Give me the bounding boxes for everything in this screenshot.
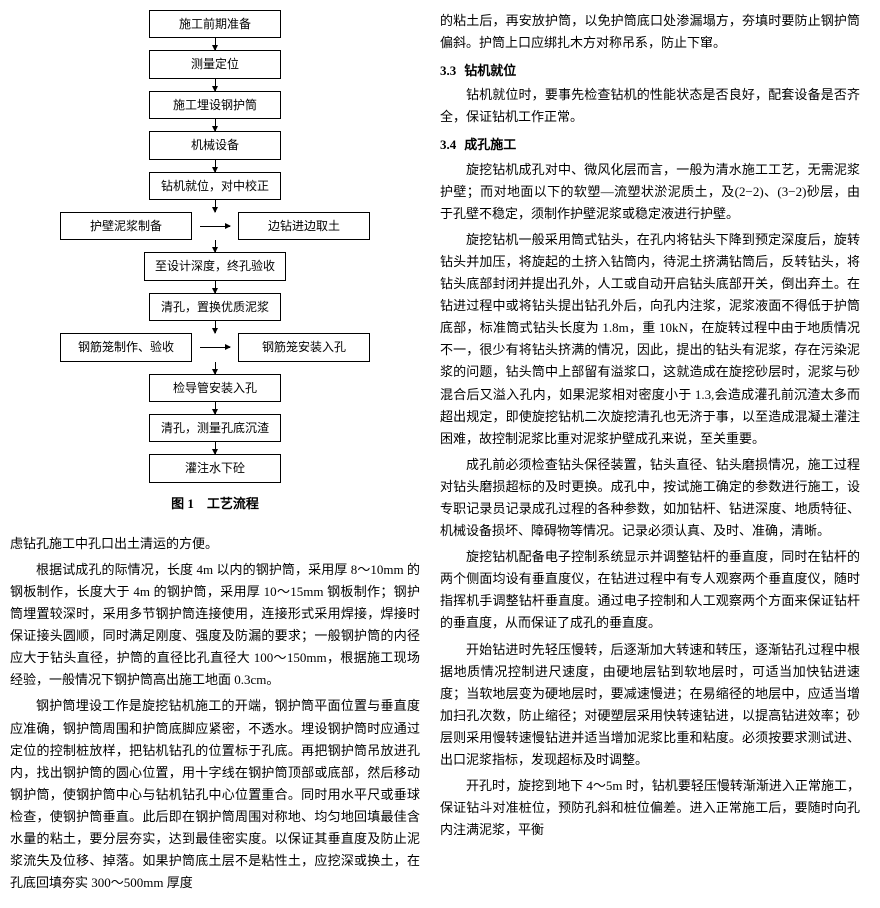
process-flowchart: 施工前期准备 测量定位 施工埋设钢护筒 机械设备 钻机就位，对中校正 护壁泥浆制… — [10, 10, 420, 483]
left-p1: 虑钻孔施工中孔口出土清运的方便。 — [10, 533, 420, 555]
section-num: 3.4 — [440, 137, 456, 152]
flow-step-5: 钻机就位，对中校正 — [149, 172, 281, 200]
right-s34-p2: 旋挖钻机一般采用筒式钻头，在孔内将钻头下降到预定深度后，旋转钻头并加压，将旋起的… — [440, 229, 860, 450]
flow-side-5-right: 边钻进边取土 — [238, 212, 370, 240]
section-label: 钻机就位 — [464, 63, 516, 78]
flow-step-10: 灌注水下砼 — [149, 454, 281, 482]
figure-caption: 图 1 工艺流程 — [10, 493, 420, 515]
flow-arrow — [215, 281, 216, 293]
flow-arrow — [215, 321, 216, 333]
right-s34-p5: 开始钻进时先轻压慢转，后逐渐加大转速和转压，逐渐钻孔过程中根据地质情况控制进尺速… — [440, 639, 860, 772]
section-3-3-title: 3.3 钻机就位 — [440, 60, 860, 82]
flow-connector — [200, 226, 230, 227]
section-3-4-title: 3.4 成孔施工 — [440, 134, 860, 156]
flow-arrow — [215, 442, 216, 454]
flow-arrow — [215, 38, 216, 50]
right-s34-p3: 成孔前必须检查钻头保径装置，钻头直径、钻头磨损情况，施工过程对钻头磨损超标的及时… — [440, 454, 860, 542]
flow-arrow — [215, 362, 216, 374]
left-p3: 钢护筒埋设工作是旋挖钻机施工的开端，钢护筒平面位置与垂直度应准确，钢护筒周围和护… — [10, 695, 420, 894]
flow-arrow — [215, 160, 216, 172]
right-s34-p6: 开孔时，旋挖到地下 4～5m 时，钻机要轻压慢转渐渐进入正常施工，保证钻斗对准桩… — [440, 775, 860, 841]
flow-step-4: 机械设备 — [149, 131, 281, 159]
flow-side-5-left: 护壁泥浆制备 — [60, 212, 192, 240]
right-s34-p1: 旋挖钻机成孔对中、微风化层而言，一般为清水施工工艺，无需泥浆护壁；而对地面以下的… — [440, 159, 860, 225]
flow-step-6: 至设计深度，终孔验收 — [144, 252, 286, 280]
right-p1: 的粘土后，再安放护筒，以免护筒底口处渗漏塌方，夯填时要防止钢护筒偏斜。护筒上口应… — [440, 10, 860, 54]
flow-arrow — [215, 240, 216, 252]
flow-side-7-right: 钢筋笼安装入孔 — [238, 333, 370, 361]
flow-step-3: 施工埋设钢护筒 — [149, 91, 281, 119]
flow-step-1: 施工前期准备 — [149, 10, 281, 38]
flow-step-2: 测量定位 — [149, 50, 281, 78]
right-s34-p4: 旋挖钻机配备电子控制系统显示并调整钻杆的垂直度，同时在钻杆的两个侧面均设有垂直度… — [440, 546, 860, 634]
flow-step-8: 检导管安装入孔 — [149, 374, 281, 402]
flow-arrow — [215, 200, 216, 212]
flow-arrow — [215, 79, 216, 91]
section-num: 3.3 — [440, 63, 456, 78]
flow-arrow — [215, 119, 216, 131]
right-s33-p1: 钻机就位时，要事先检查钻机的性能状态是否良好，配套设备是否齐全，保证钻机工作正常… — [440, 84, 860, 128]
left-p2: 根据试成孔的际情况，长度 4m 以内的钢护筒，采用厚 8～10mm 的钢板制作，… — [10, 559, 420, 692]
flow-step-7: 清孔，置换优质泥浆 — [149, 293, 281, 321]
flow-arrow — [215, 402, 216, 414]
flow-step-9: 清孔，测量孔底沉渣 — [149, 414, 281, 442]
flow-connector — [200, 347, 230, 348]
flow-side-7-left: 钢筋笼制作、验收 — [60, 333, 192, 361]
section-label: 成孔施工 — [464, 137, 516, 152]
